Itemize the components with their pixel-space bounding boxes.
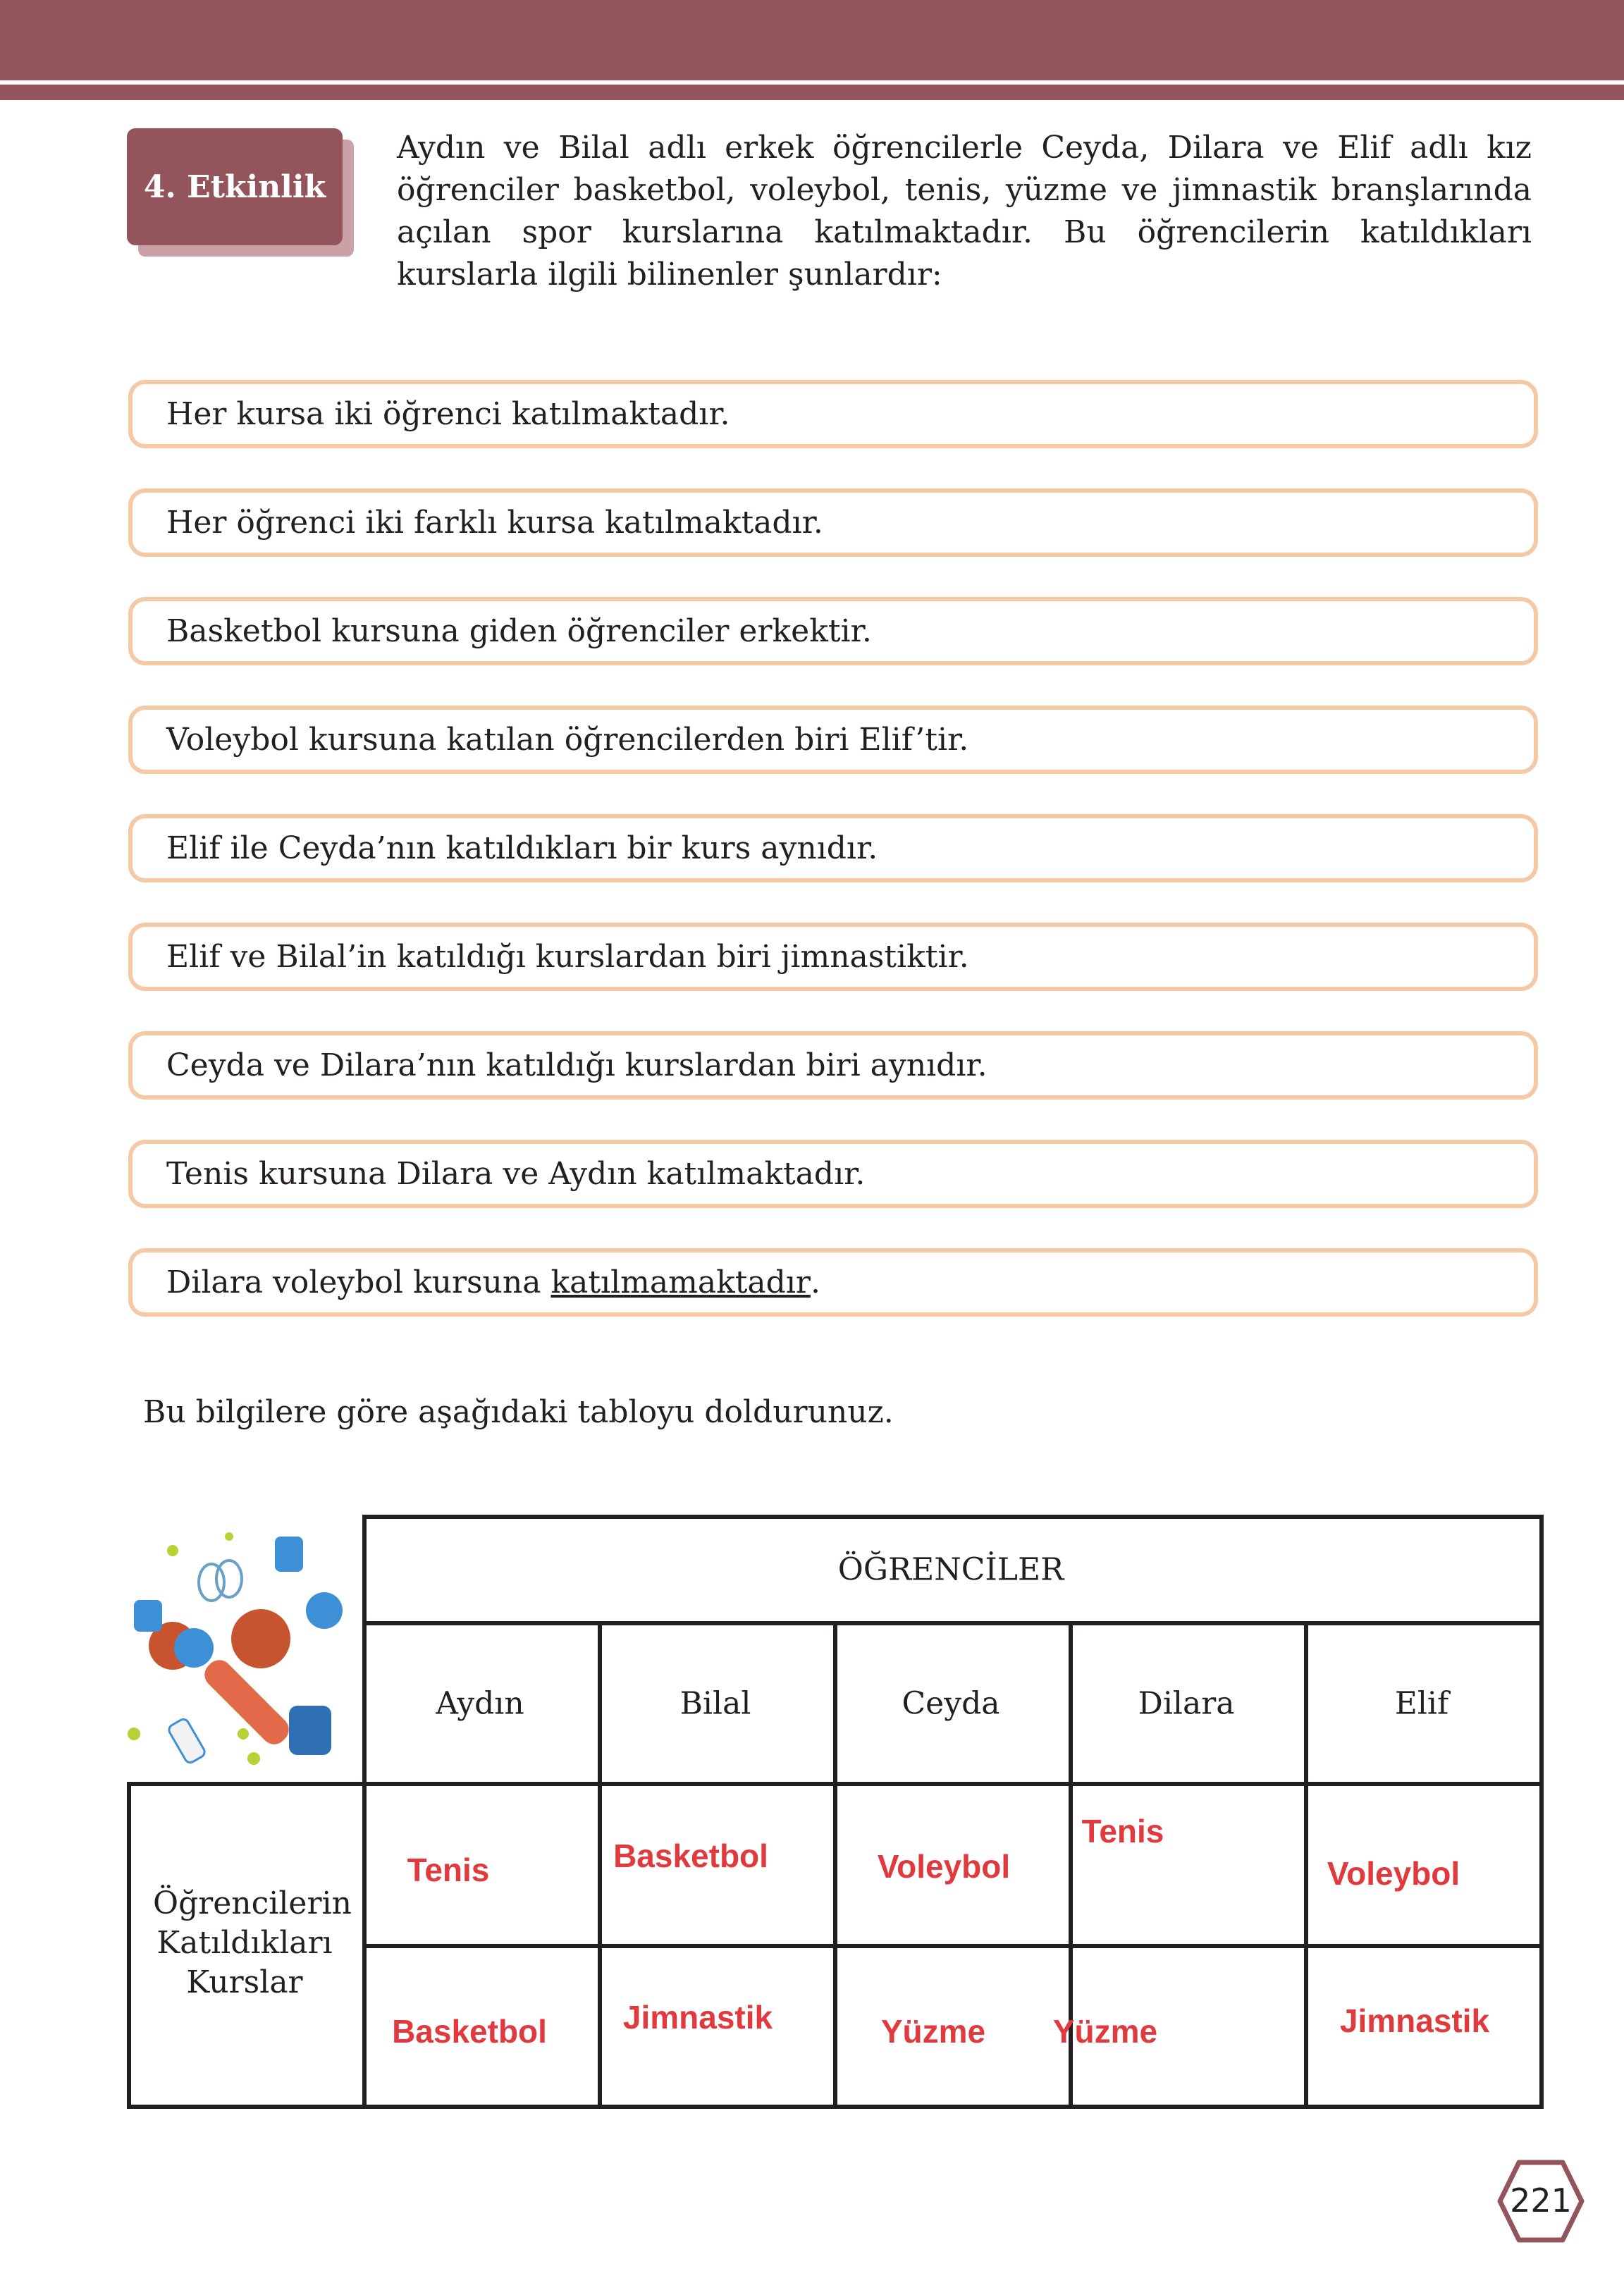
course-answer[interactable]: Yüzme (1052, 2013, 1158, 2050)
rollerskate-icon (275, 1537, 303, 1572)
tennis-ball-icon (128, 1728, 140, 1740)
clue-text: Voleybol kursuna katılan öğrencilerden b… (166, 722, 969, 758)
activity-badge: 4. Etkinlik (127, 128, 343, 245)
page-number-badge: 221 (1497, 2160, 1585, 2243)
tennis-ball-icon (225, 1532, 233, 1541)
clue-box: Her kursa iki öğrenci katılmaktadır. (128, 380, 1538, 448)
table-header: ÖĞRENCİLER (837, 1551, 1064, 1588)
page-number: 221 (1510, 2181, 1572, 2220)
bag-icon (289, 1706, 331, 1755)
clue-text: Ceyda ve Dilara’nın katıldığı kurslardan… (166, 1047, 988, 1083)
clue-box: Dilara voleybol kursuna katılmamaktadır. (128, 1248, 1538, 1317)
sneaker-icon (168, 1718, 206, 1764)
clue-text: Her kursa iki öğrenci katılmaktadır. (166, 396, 730, 432)
row-label: Öğrencilerin Katıldıkları Kurslar (153, 1885, 352, 2000)
answer-table: ÖĞRENCİLER Öğrencilerin Katıldıkları Kurs… (127, 1515, 1544, 2109)
course-answer[interactable]: Tenis (407, 1852, 490, 1888)
clue-end: . (810, 1264, 820, 1300)
clue-box: Elif ile Ceyda’nın katıldıkları bir kurs… (128, 814, 1538, 882)
clue-box: Tenis kursuna Dilara ve Aydın katılmakta… (128, 1140, 1538, 1208)
clue-box: Ceyda ve Dilara’nın katıldığı kurslardan… (128, 1031, 1538, 1100)
student-name: Ceyda (902, 1685, 1000, 1722)
clue-box: Her öğrenci iki farklı kursa katılmaktad… (128, 488, 1538, 557)
volleyball-icon (174, 1628, 214, 1668)
student-name: Elif (1394, 1685, 1449, 1722)
intro-paragraph: Aydın ve Bilal adlı erkek öğrencilerle C… (397, 130, 1532, 293)
course-answer[interactable]: Yüzme (880, 2013, 986, 2050)
header-stripe (0, 85, 1624, 100)
clue-box: Voleybol kursuna katılan öğrencilerden b… (128, 706, 1538, 774)
clue-text: Basketbol kursuna giden öğrenciler erkek… (166, 613, 872, 649)
clue-text: Elif ve Bilal’in katıldığı kurslardan bi… (166, 939, 969, 975)
course-answer[interactable]: Voleybol (877, 1848, 1011, 1885)
racket-icon (197, 1563, 226, 1602)
tennis-ball-icon (247, 1752, 260, 1765)
course-answer[interactable]: Tenis (1081, 1813, 1164, 1849)
course-answer[interactable]: Jimnastik (1339, 2002, 1490, 2039)
course-answer[interactable]: Jimnastik (622, 1999, 773, 2036)
clue-box: Basketbol kursuna giden öğrenciler erkek… (128, 597, 1538, 665)
student-name: Aydın (436, 1685, 524, 1722)
clue-text: Her öğrenci iki farklı kursa katılmaktad… (166, 505, 823, 541)
answer-cell (1304, 1944, 1544, 2109)
sports-equipment-illustration (128, 1532, 343, 1765)
course-answer[interactable]: Basketbol (392, 2013, 547, 2050)
course-answer[interactable]: Voleybol (1327, 1855, 1460, 1892)
clue-box: Elif ve Bilal’in katıldığı kurslardan bi… (128, 923, 1538, 991)
skateboard-icon (204, 1660, 289, 1744)
student-name: Bilal (679, 1685, 751, 1722)
clue-text: Elif ile Ceyda’nın katıldıkları bir kurs… (166, 830, 878, 866)
clue-emphasis: katılmamaktadır (550, 1264, 811, 1300)
student-name: Dilara (1138, 1685, 1235, 1722)
racket-icon (215, 1559, 243, 1599)
header-band (0, 0, 1624, 80)
tennis-ball-icon (238, 1728, 249, 1740)
course-answer[interactable]: Basketbol (613, 1837, 768, 1874)
tennis-ball-icon (167, 1545, 178, 1556)
clue-text: Tenis kursuna Dilara ve Aydın katılmakta… (166, 1156, 866, 1192)
helmet-icon (306, 1592, 343, 1629)
basketball-icon (231, 1609, 290, 1668)
answer-cell (1069, 1782, 1308, 1948)
clue-text: Dilara voleybol kursuna (166, 1264, 551, 1300)
instruction: Bu bilgilere göre aşağıdaki tabloyu dold… (143, 1394, 894, 1430)
rollerskate-icon (134, 1600, 162, 1632)
